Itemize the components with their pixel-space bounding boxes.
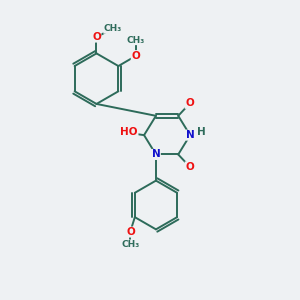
Text: N: N xyxy=(152,149,160,160)
Text: O: O xyxy=(92,32,101,42)
Text: CH₃: CH₃ xyxy=(121,240,140,249)
Text: CH₃: CH₃ xyxy=(104,24,122,33)
Text: O: O xyxy=(131,51,140,61)
Text: O: O xyxy=(185,98,194,108)
Text: O: O xyxy=(126,227,135,237)
Text: O: O xyxy=(185,162,194,172)
Text: CH₃: CH₃ xyxy=(127,36,145,45)
Text: H: H xyxy=(197,127,206,137)
Text: HO: HO xyxy=(120,127,138,137)
Text: N: N xyxy=(186,130,194,140)
